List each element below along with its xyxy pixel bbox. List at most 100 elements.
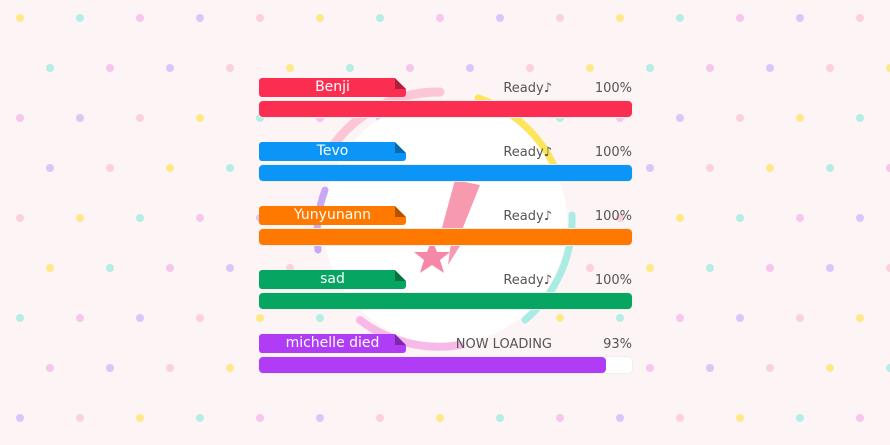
pattern-dot	[886, 64, 890, 72]
pattern-dot	[436, 14, 444, 22]
pattern-dot	[316, 414, 324, 422]
pattern-dot	[706, 64, 714, 72]
pattern-dot	[796, 414, 804, 422]
player-percent: 100%	[594, 81, 632, 96]
pattern-dot	[736, 314, 744, 322]
pattern-dot	[16, 14, 24, 22]
pattern-dot	[886, 364, 890, 372]
pattern-dot	[136, 14, 144, 22]
player-status: Ready♪	[503, 273, 552, 288]
pattern-dot	[46, 364, 54, 372]
pattern-dot	[766, 64, 774, 72]
pattern-dot	[76, 414, 84, 422]
pattern-dot	[196, 314, 204, 322]
pattern-dot	[46, 64, 54, 72]
pattern-dot	[226, 64, 234, 72]
pattern-dot	[376, 414, 384, 422]
pattern-dot	[886, 264, 890, 272]
pattern-dot	[136, 414, 144, 422]
pattern-dot	[706, 364, 714, 372]
pattern-dot	[646, 364, 654, 372]
player-row: michelle died NOW LOADING 93%	[259, 334, 632, 376]
pattern-dot	[616, 414, 624, 422]
pattern-dot	[796, 14, 804, 22]
pattern-dot	[556, 414, 564, 422]
player-name-tag: michelle died	[259, 334, 406, 353]
star-icon	[414, 240, 450, 273]
pattern-dot	[526, 64, 534, 72]
pattern-dot	[646, 64, 654, 72]
progress-track	[259, 165, 632, 181]
pattern-dot	[496, 14, 504, 22]
progress-track	[259, 101, 632, 117]
tag-fold	[395, 270, 406, 281]
pattern-dot	[586, 264, 594, 272]
pattern-dot	[16, 314, 24, 322]
pattern-dot	[256, 414, 264, 422]
pattern-dot	[166, 264, 174, 272]
pattern-dot	[16, 414, 24, 422]
player-name: Tevo	[316, 143, 349, 159]
pattern-dot	[46, 264, 54, 272]
pattern-dot	[106, 64, 114, 72]
pattern-dot	[706, 164, 714, 172]
pattern-dot	[676, 414, 684, 422]
pattern-dot	[676, 314, 684, 322]
pattern-dot	[556, 14, 564, 22]
pattern-dot	[76, 214, 84, 222]
pattern-dot	[616, 214, 624, 222]
progress-fill	[259, 101, 632, 117]
pattern-dot	[676, 114, 684, 122]
pattern-dot	[496, 414, 504, 422]
pattern-dot	[646, 164, 654, 172]
lightning-icon	[440, 180, 480, 265]
pattern-dot	[166, 164, 174, 172]
pattern-dot	[256, 14, 264, 22]
player-name: Yunyunann	[293, 207, 372, 223]
pattern-dot	[256, 314, 264, 322]
pattern-dot	[166, 64, 174, 72]
player-row: sad Ready♪ 100%	[259, 270, 632, 312]
pattern-dot	[16, 214, 24, 222]
progress-track	[259, 357, 632, 373]
pattern-dot	[316, 314, 324, 322]
progress-track	[259, 229, 632, 245]
tag-fold	[395, 334, 406, 345]
progress-fill	[259, 357, 606, 373]
pattern-dot	[376, 14, 384, 22]
pattern-dot	[796, 314, 804, 322]
pattern-dot	[136, 314, 144, 322]
pattern-dot	[586, 64, 594, 72]
pattern-dot	[706, 264, 714, 272]
pattern-dot	[736, 14, 744, 22]
pattern-dot	[676, 214, 684, 222]
player-row: Benji Ready♪ 100%	[259, 78, 632, 120]
pattern-dot	[226, 364, 234, 372]
pattern-dot	[436, 414, 444, 422]
pattern-dot	[646, 264, 654, 272]
pattern-dot	[826, 364, 834, 372]
pattern-dot	[856, 14, 864, 22]
player-name: sad	[320, 271, 345, 287]
pattern-dot	[406, 64, 414, 72]
pattern-dot	[76, 114, 84, 122]
player-name: Benji	[315, 79, 350, 95]
player-name-tag: Tevo	[259, 142, 406, 161]
pattern-dot	[226, 164, 234, 172]
pattern-dot	[286, 64, 294, 72]
progress-fill	[259, 229, 632, 245]
player-name: michelle died	[285, 335, 380, 351]
pattern-dot	[106, 164, 114, 172]
pattern-dot	[736, 214, 744, 222]
progress-track	[259, 293, 632, 309]
tag-fold	[395, 142, 406, 153]
pattern-dot	[106, 264, 114, 272]
player-row: Tevo Ready♪ 100%	[259, 142, 632, 184]
pattern-dot	[736, 114, 744, 122]
pattern-dot	[166, 364, 174, 372]
pattern-dot	[346, 64, 354, 72]
pattern-dot	[226, 264, 234, 272]
player-name-tag: sad	[259, 270, 406, 289]
pattern-dot	[196, 14, 204, 22]
pattern-dot	[736, 414, 744, 422]
